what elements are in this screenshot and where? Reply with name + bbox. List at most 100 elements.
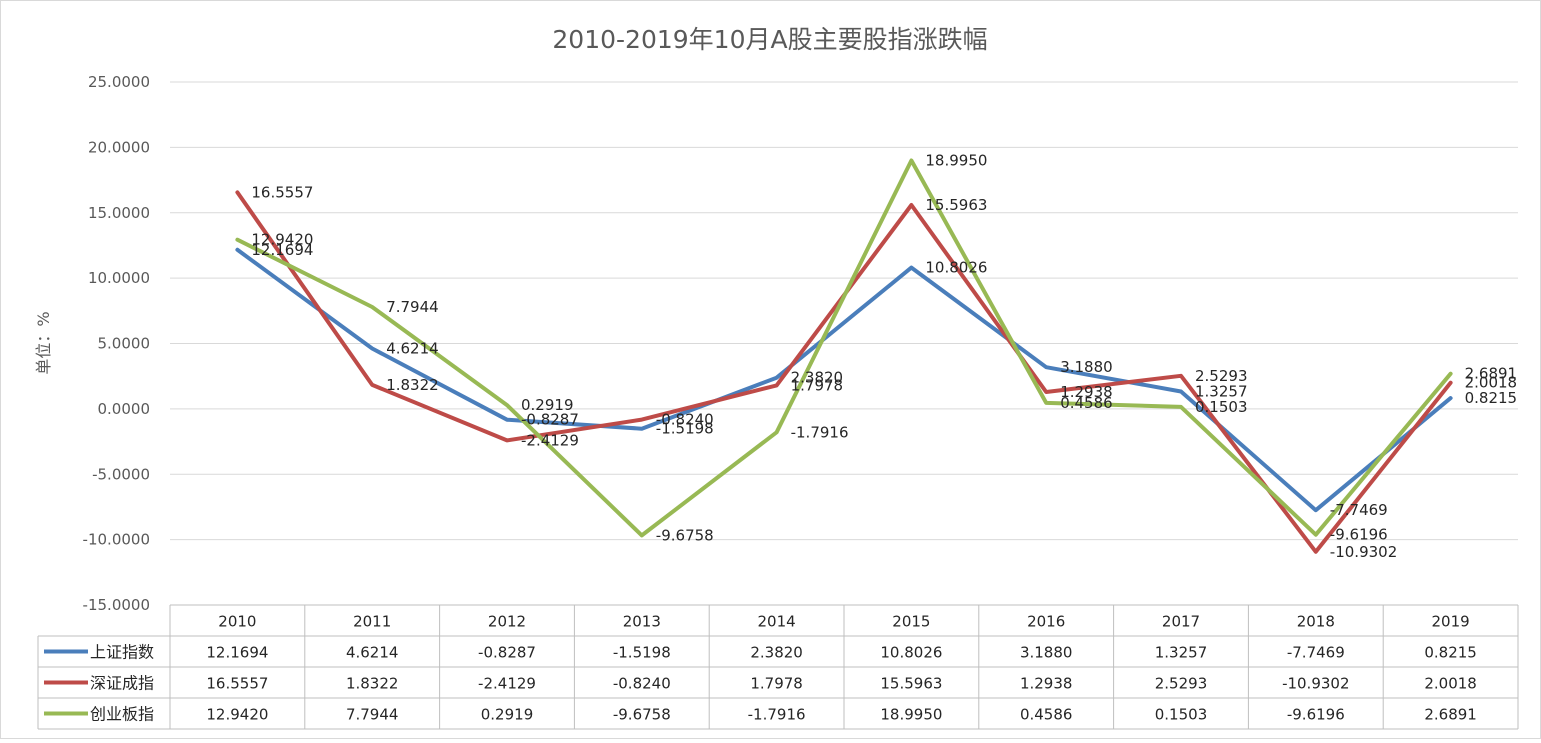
y-tick-label: -10.0000 <box>83 531 150 549</box>
data-label-1-7: 2.5293 <box>1195 367 1248 385</box>
table-cell-0-6: 3.1880 <box>1020 644 1073 662</box>
data-point-2-2 <box>505 403 509 407</box>
data-label-2-7: 0.1503 <box>1195 398 1248 416</box>
x-category-label: 2012 <box>488 613 526 631</box>
data-label-2-0: 12.9420 <box>251 231 313 249</box>
legend-label-2: 创业板指 <box>90 705 154 724</box>
data-label-2-5: 18.9950 <box>925 152 987 170</box>
table-cell-1-2: -2.4129 <box>478 675 536 693</box>
data-point-1-3 <box>640 418 644 422</box>
table-cell-0-7: 1.3257 <box>1155 644 1208 662</box>
y-tick-label: 20.0000 <box>88 138 150 156</box>
series-line-0 <box>235 247 1453 513</box>
data-point-2-3 <box>640 533 644 537</box>
data-point-0-5 <box>909 266 913 270</box>
table-cell-2-0: 12.9420 <box>206 706 268 724</box>
data-point-0-0 <box>235 248 239 252</box>
data-point-1-7 <box>1179 374 1183 378</box>
data-point-2-7 <box>1179 405 1183 409</box>
x-category-label: 2016 <box>1027 613 1065 631</box>
data-point-1-2 <box>505 438 509 442</box>
table-cell-0-1: 4.6214 <box>346 644 399 662</box>
y-tick-label: 10.0000 <box>88 269 150 287</box>
data-point-0-6 <box>1044 365 1048 369</box>
y-tick-label: 25.0000 <box>88 73 150 91</box>
data-label-0-0: 12.1694 <box>251 241 313 259</box>
data-label-2-4: -1.7916 <box>791 423 849 441</box>
data-label-2-9: 2.6891 <box>1465 365 1518 383</box>
data-label-2-8: -9.6196 <box>1330 526 1388 544</box>
data-point-2-8 <box>1314 533 1318 537</box>
x-category-label: 2011 <box>353 613 391 631</box>
x-category-label: 2015 <box>892 613 930 631</box>
legend-label-0: 上证指数 <box>90 643 154 662</box>
data-label-2-3: -9.6758 <box>656 526 714 544</box>
table-cell-1-0: 16.5557 <box>206 675 268 693</box>
y-tick-label: 15.0000 <box>88 204 150 222</box>
x-category-label: 2014 <box>758 613 796 631</box>
data-label-1-2: -2.4129 <box>521 431 579 449</box>
series-line-2 <box>235 158 1453 538</box>
x-category-label: 2013 <box>623 613 661 631</box>
y-tick-labels: 25.0000 20.0000 15.0000 10.0000 5.0000 0.0000… <box>83 73 150 614</box>
table-cell-2-4: -1.7916 <box>748 706 806 724</box>
data-label-2-6: 0.4586 <box>1060 394 1113 412</box>
data-point-1-0 <box>235 190 239 194</box>
table-cell-2-6: 0.4586 <box>1020 706 1073 724</box>
table-cell-1-3: -0.8240 <box>613 675 671 693</box>
data-point-1-8 <box>1314 550 1318 554</box>
data-point-2-1 <box>370 305 374 309</box>
data-label-2-2: 0.2919 <box>521 396 574 414</box>
table-cell-0-5: 10.8026 <box>880 644 942 662</box>
grid-lines <box>170 81 1518 541</box>
table-cell-0-4: 2.3820 <box>750 644 803 662</box>
table-cell-0-3: -1.5198 <box>613 644 671 662</box>
y-tick-label: -5.0000 <box>92 465 150 483</box>
data-label-1-1: 1.8322 <box>386 376 439 394</box>
data-label-1-0: 16.5557 <box>251 183 313 201</box>
table-cell-0-8: -7.7469 <box>1287 644 1345 662</box>
data-label-1-8: -10.9302 <box>1330 543 1397 561</box>
table-cell-1-6: 1.2938 <box>1020 675 1073 693</box>
table-cell-2-7: 0.1503 <box>1155 706 1208 724</box>
table-cell-1-1: 1.8322 <box>346 675 399 693</box>
table-cell-1-7: 2.5293 <box>1155 675 1208 693</box>
data-label-0-5: 10.8026 <box>925 259 987 277</box>
data-label-0-8: -7.7469 <box>1330 501 1388 519</box>
data-labels: 12.1694 4.6214 -0.8287 -1.5198 2.3820 10.8026… <box>251 152 1517 561</box>
data-point-0-1 <box>370 346 374 350</box>
data-point-2-9 <box>1449 372 1453 376</box>
table-cell-2-8: -9.6196 <box>1287 706 1345 724</box>
data-point-2-0 <box>235 238 239 242</box>
data-label-0-6: 3.1880 <box>1060 358 1113 376</box>
data-point-2-4 <box>775 430 779 434</box>
y-tick-label: 5.0000 <box>98 335 151 353</box>
data-label-2-1: 7.7944 <box>386 298 439 316</box>
data-label-0-2: -0.8287 <box>521 411 579 429</box>
x-category-label: 2010 <box>218 613 256 631</box>
data-label-1-6: 1.2938 <box>1060 383 1113 401</box>
data-point-2-6 <box>1044 401 1048 405</box>
table-cell-0-2: -0.8287 <box>478 644 536 662</box>
data-point-0-4 <box>775 376 779 380</box>
series-lines <box>235 158 1453 554</box>
data-point-1-9 <box>1449 381 1453 385</box>
data-point-1-1 <box>370 383 374 387</box>
data-label-0-4: 2.3820 <box>791 369 844 387</box>
table-cell-1-4: 1.7978 <box>750 675 803 693</box>
table-cell-1-8: -10.9302 <box>1282 675 1349 693</box>
data-point-1-5 <box>909 203 913 207</box>
data-label-1-9: 2.0018 <box>1465 374 1518 392</box>
data-point-0-7 <box>1179 390 1183 394</box>
y-tick-label: -15.0000 <box>83 596 150 614</box>
table-cell-2-3: -9.6758 <box>613 706 671 724</box>
table-cell-0-9: 0.8215 <box>1424 644 1477 662</box>
data-label-0-1: 4.6214 <box>386 339 439 357</box>
data-point-2-5 <box>909 159 913 163</box>
table-cell-2-9: 2.6891 <box>1424 706 1477 724</box>
data-table: 2010 2011 2012 2013 2014 2015 2016 2017 2018 2019… <box>37 604 1519 730</box>
legend-label-1: 深证成指 <box>90 674 154 693</box>
x-category-label: 2018 <box>1297 613 1335 631</box>
